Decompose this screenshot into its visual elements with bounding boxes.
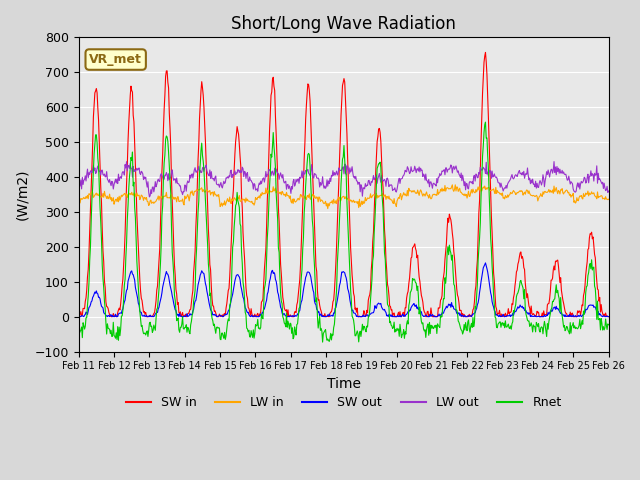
LW out: [550, 159, 558, 165]
SW out: [75, 313, 83, 319]
X-axis label: Time: Time: [326, 377, 360, 391]
Rnet: [84, 293, 92, 299]
LW in: [75, 198, 83, 204]
LW out: [145, 194, 153, 200]
LW out: [84, 175, 92, 180]
LW in: [605, 196, 612, 202]
Rnet: [75, 325, 83, 331]
SW in: [75, 312, 83, 318]
LW out: [409, 169, 417, 175]
SW in: [193, 180, 201, 186]
SW in: [605, 314, 612, 320]
SW in: [76, 314, 83, 320]
LW in: [424, 193, 432, 199]
SW in: [140, 309, 147, 315]
Text: VR_met: VR_met: [89, 53, 142, 66]
SW out: [482, 260, 490, 266]
Legend: SW in, LW in, SW out, LW out, Rnet: SW in, LW in, SW out, LW out, Rnet: [120, 391, 566, 414]
LW in: [221, 198, 228, 204]
LW out: [75, 185, 83, 191]
LW in: [139, 194, 147, 200]
SW out: [605, 314, 612, 320]
LW out: [221, 180, 229, 185]
LW in: [84, 196, 92, 202]
Line: LW out: LW out: [79, 162, 609, 197]
SW out: [85, 304, 93, 310]
SW in: [409, 245, 417, 251]
Rnet: [139, 328, 147, 334]
SW out: [424, 314, 432, 320]
SW in: [424, 309, 432, 314]
LW in: [451, 182, 459, 188]
Rnet: [319, 339, 326, 345]
Title: Short/Long Wave Radiation: Short/Long Wave Radiation: [231, 15, 456, 33]
LW out: [424, 180, 432, 186]
Line: SW in: SW in: [79, 52, 609, 317]
Rnet: [482, 119, 490, 125]
Y-axis label: (W/m2): (W/m2): [15, 168, 29, 220]
LW in: [409, 188, 417, 194]
Line: Rnet: Rnet: [79, 122, 609, 342]
SW out: [221, 312, 229, 318]
LW out: [193, 168, 201, 173]
Rnet: [193, 246, 200, 252]
LW in: [324, 206, 332, 212]
Rnet: [221, 329, 228, 335]
SW out: [409, 302, 417, 308]
SW out: [140, 313, 147, 319]
SW in: [221, 312, 229, 318]
Line: SW out: SW out: [79, 263, 609, 317]
SW in: [482, 49, 490, 55]
LW in: [193, 187, 200, 192]
Rnet: [409, 276, 417, 281]
Line: LW in: LW in: [79, 185, 609, 209]
SW out: [193, 288, 201, 294]
SW in: [85, 250, 93, 255]
Rnet: [605, 322, 612, 328]
Rnet: [424, 321, 432, 327]
LW out: [139, 171, 147, 177]
LW out: [605, 188, 612, 194]
SW out: [76, 314, 84, 320]
